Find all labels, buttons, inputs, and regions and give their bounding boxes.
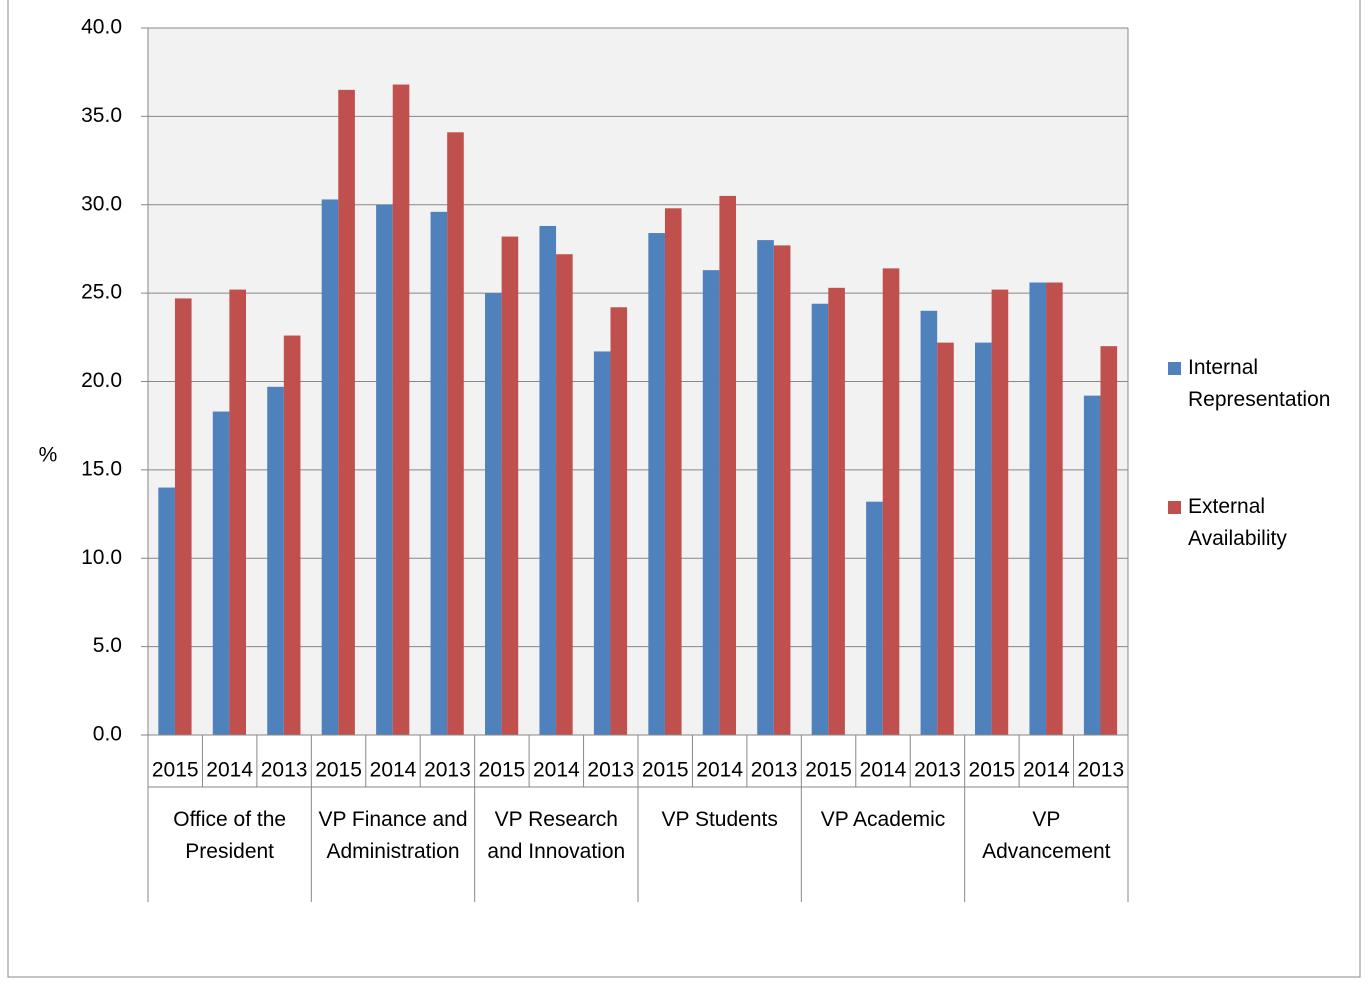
- group-label: Office of the President: [173, 808, 287, 863]
- bar: [648, 233, 665, 735]
- bar: [920, 310, 938, 735]
- group-label: VP Finance and Administration: [318, 808, 468, 863]
- y-tick-label: 15.0: [81, 457, 122, 480]
- bar: [811, 303, 829, 735]
- x-tick-label: 2015: [642, 759, 689, 782]
- y-tick-label: 5.0: [93, 634, 122, 657]
- y-tick-label: 10.0: [81, 546, 122, 569]
- bar: [866, 501, 883, 735]
- bar: [283, 335, 301, 735]
- x-tick-label: 2013: [1077, 759, 1124, 782]
- bar: [447, 132, 464, 736]
- x-tick-label: 2014: [1023, 759, 1070, 782]
- bar: [501, 236, 519, 735]
- bar: [174, 298, 192, 735]
- bar: [539, 225, 557, 735]
- x-tick-label: 2014: [533, 759, 580, 782]
- legend-label: Internal Representation: [1188, 356, 1331, 411]
- y-tick-label: 40.0: [81, 16, 122, 39]
- bar: [392, 84, 410, 735]
- bar: [937, 342, 954, 735]
- y-tick-label: 20.0: [81, 369, 122, 392]
- bar: [267, 386, 284, 735]
- bar: [212, 411, 230, 735]
- bar: [664, 208, 682, 735]
- bar: [430, 211, 448, 735]
- y-tick-label: 25.0: [81, 281, 122, 304]
- x-tick-label: 2015: [152, 759, 199, 782]
- bar: [1029, 282, 1047, 735]
- y-tick-label: 35.0: [81, 104, 122, 127]
- x-tick-label: 2014: [370, 759, 417, 782]
- bar: [1046, 282, 1063, 735]
- x-tick-label: 2015: [479, 759, 526, 782]
- x-tick-label: 2014: [206, 759, 253, 782]
- bar: [1083, 395, 1101, 735]
- bar: [773, 245, 791, 735]
- bar: [882, 268, 900, 735]
- y-axis-label: %: [39, 444, 58, 467]
- x-tick-label: 2014: [696, 759, 743, 782]
- group-label: VP Students: [661, 808, 778, 831]
- bar: [719, 195, 736, 736]
- bar: [338, 89, 355, 736]
- y-tick-label: 0.0: [93, 723, 122, 746]
- bar: [702, 270, 720, 735]
- x-tick-label: 2013: [751, 759, 798, 782]
- x-tick-label: 2015: [805, 759, 852, 782]
- x-tick-label: 2013: [261, 759, 308, 782]
- legend-swatch: [1168, 362, 1181, 375]
- x-tick-label: 2013: [587, 759, 634, 782]
- bar: [321, 199, 339, 735]
- bar: [158, 487, 175, 735]
- x-tick-label: 2015: [315, 759, 362, 782]
- x-tick-label: 2014: [860, 759, 907, 782]
- bar: [556, 254, 573, 736]
- y-tick-label: 30.0: [81, 192, 122, 215]
- x-tick-label: 2015: [969, 759, 1016, 782]
- bar: [828, 287, 845, 735]
- bar: [229, 289, 246, 735]
- bar: [376, 204, 393, 735]
- group-label: VP Research and Innovation: [487, 808, 626, 863]
- legend-label: External Availability: [1188, 495, 1287, 550]
- bar: [991, 289, 1009, 735]
- bar: [610, 307, 628, 735]
- x-tick-label: 2013: [914, 759, 961, 782]
- bar: [593, 351, 611, 735]
- bar: [975, 342, 992, 735]
- legend-swatch: [1168, 501, 1181, 514]
- bar: [1100, 346, 1118, 735]
- group-label: VP Advancement: [982, 808, 1111, 863]
- bar: [757, 240, 774, 735]
- x-tick-label: 2013: [424, 759, 471, 782]
- group-label: VP Academic: [820, 808, 946, 831]
- bar: [485, 293, 502, 735]
- chart-border: [7, 0, 1361, 978]
